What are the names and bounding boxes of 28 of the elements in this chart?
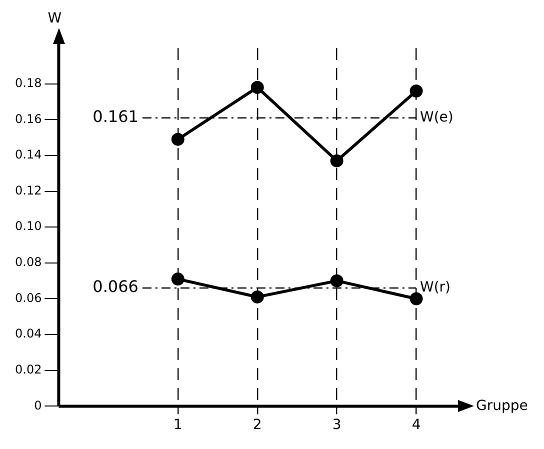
point	[250, 80, 264, 94]
x-tick-label: 4	[412, 417, 421, 434]
x-axis-title: Gruppe	[476, 398, 528, 414]
y-tick-label: 0.10	[15, 219, 42, 234]
text: 0.066	[92, 277, 138, 296]
y-tick-label: 0.06	[15, 290, 42, 305]
y-tick-label: 0.16	[15, 112, 42, 126]
x-tick-label: 1	[173, 417, 182, 434]
point	[171, 132, 184, 146]
x-tick-label: 2	[252, 417, 262, 434]
y-tick-label: 0.08	[15, 255, 42, 270]
y-tick-label: 0.04	[15, 326, 42, 341]
point	[330, 274, 344, 288]
text: 0.161	[92, 107, 138, 126]
y-axis-title: W	[48, 10, 62, 27]
y-tick-label: 0.14	[15, 148, 42, 162]
y-tick-label: 0.02	[15, 362, 42, 377]
ref-line-label: W(e)	[420, 109, 454, 126]
point	[330, 154, 344, 168]
x-tick-label: 3	[332, 417, 342, 434]
point	[250, 290, 264, 304]
ref-line-label: W(r)	[420, 280, 451, 296]
y-tick-label: 0	[34, 398, 42, 412]
y-tick-label: 0.12	[15, 183, 42, 198]
point	[171, 272, 184, 286]
point	[410, 84, 423, 98]
y-tick-label: 0.18	[15, 76, 42, 90]
point	[410, 292, 423, 306]
